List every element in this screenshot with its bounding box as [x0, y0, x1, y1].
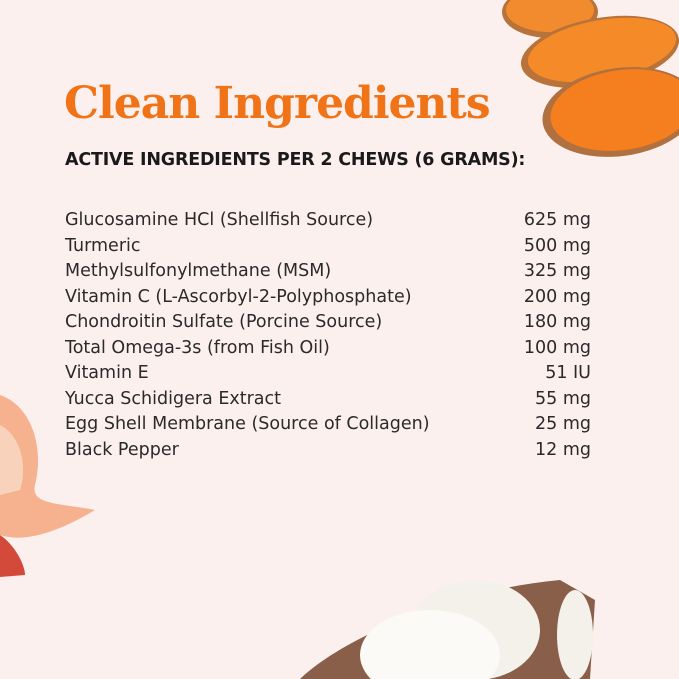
ingredient-row: Vitamin C (L-Ascorbyl-2-Polyphosphate) 20…	[65, 285, 591, 311]
serving-subtitle: ACTIVE INGREDIENTS PER 2 CHEWS (6 GRAMS)…	[65, 150, 526, 170]
ingredient-name: Vitamin E	[65, 363, 149, 383]
ingredient-name: Egg Shell Membrane (Source of Collagen)	[65, 414, 430, 434]
ingredient-row: Vitamin E 51 IU	[65, 361, 591, 387]
ingredient-amount: 200 mg	[523, 286, 591, 307]
ingredient-name: Vitamin C (L-Ascorbyl-2-Polyphosphate)	[65, 286, 412, 307]
ingredient-amount: 25 mg	[535, 414, 591, 434]
ingredient-list: Glucosamine HCl (Shellfish Source) 625 mg…	[65, 208, 591, 463]
ingredient-name: Turmeric	[65, 235, 141, 256]
ingredient-name: Black Pepper	[65, 439, 179, 460]
page-title: Clean Ingredients	[64, 78, 491, 129]
ingredient-name: Total Omega-3s (from Fish Oil)	[65, 337, 330, 358]
ingredient-row: Black Pepper 12 mg	[65, 438, 591, 464]
ingredient-name: Yucca Schidigera Extract	[65, 388, 281, 409]
ingredient-amount: 55 mg	[535, 388, 591, 409]
ingredient-name: Chondroitin Sulfate (Porcine Source)	[65, 312, 383, 332]
ingredient-amount: 100 mg	[523, 337, 591, 358]
ingredient-amount: 325 mg	[523, 261, 591, 281]
shrimp-image	[0, 395, 95, 577]
ingredient-row: Egg Shell Membrane (Source of Collagen) 2…	[65, 412, 591, 438]
ingredient-row: Yucca Schidigera Extract 55 mg	[65, 387, 591, 413]
ingredient-amount: 500 mg	[523, 235, 591, 256]
ingredient-amount: 625 mg	[523, 210, 591, 230]
ingredient-amount: 12 mg	[535, 439, 591, 460]
ingredient-row: Chondroitin Sulfate (Porcine Source) 180 …	[65, 310, 591, 336]
ingredient-row: Glucosamine HCl (Shellfish Source) 625 mg	[65, 208, 591, 234]
cassava-image	[300, 580, 595, 679]
ingredient-row: Turmeric 500 mg	[65, 234, 591, 260]
ingredient-name: Methylsulfonylmethane (MSM)	[65, 261, 332, 281]
ingredient-row: Methylsulfonylmethane (MSM) 325 mg	[65, 259, 591, 285]
ingredient-row: Total Omega-3s (from Fish Oil) 100 mg	[65, 336, 591, 362]
ingredient-amount: 180 mg	[523, 312, 591, 332]
ingredient-amount: 51 IU	[545, 363, 591, 383]
turmeric-slices-image	[502, 0, 679, 157]
ingredient-name: Glucosamine HCl (Shellfish Source)	[65, 210, 374, 230]
